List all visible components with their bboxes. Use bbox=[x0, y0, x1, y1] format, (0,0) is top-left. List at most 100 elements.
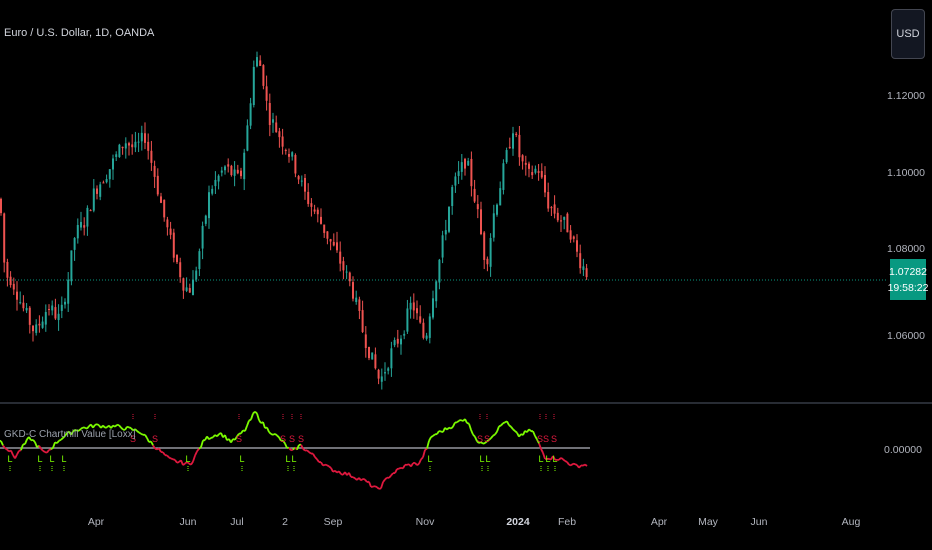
indicator-segment bbox=[92, 424, 96, 429]
candle-body bbox=[198, 251, 201, 270]
indicator-segment bbox=[146, 437, 150, 443]
candle-body bbox=[464, 158, 466, 169]
indicator-segment bbox=[354, 477, 358, 481]
indicator-segment bbox=[296, 444, 300, 450]
indicator-segment bbox=[272, 432, 276, 436]
indicator-segment bbox=[302, 448, 306, 452]
candle-body bbox=[361, 310, 364, 332]
candle-body bbox=[182, 278, 185, 291]
candle-body bbox=[6, 261, 9, 278]
indicator-segment bbox=[266, 427, 270, 433]
candle-body bbox=[99, 184, 102, 197]
candle-body bbox=[176, 255, 178, 263]
indicator-segment bbox=[6, 448, 10, 453]
candle-body bbox=[284, 149, 287, 152]
indicator-segment bbox=[58, 438, 62, 442]
indicator-segment bbox=[118, 424, 122, 429]
candle-body bbox=[540, 171, 543, 178]
candle-body bbox=[416, 308, 418, 314]
indicator-segment bbox=[428, 436, 432, 442]
candle-body bbox=[108, 169, 111, 180]
candle-body bbox=[371, 352, 374, 360]
indicator-segment bbox=[52, 442, 56, 449]
candle-body bbox=[556, 212, 559, 221]
indicator-segment bbox=[400, 466, 404, 470]
candle-body bbox=[307, 191, 310, 204]
candle-body bbox=[185, 287, 188, 291]
indicator-segment bbox=[162, 451, 166, 456]
candle-body bbox=[32, 325, 34, 332]
indicator-segment bbox=[250, 413, 254, 420]
candle-body bbox=[224, 166, 226, 171]
time-axis-label: Jun bbox=[179, 516, 197, 528]
indicator-segment bbox=[132, 428, 136, 432]
candle-body bbox=[240, 170, 242, 177]
candle-body bbox=[105, 179, 108, 183]
indicator-segment bbox=[450, 426, 454, 430]
candle-body bbox=[89, 210, 92, 212]
indicator-segment bbox=[528, 428, 532, 432]
candle-body bbox=[444, 230, 447, 235]
candle-body bbox=[144, 133, 146, 143]
indicator-segment bbox=[84, 426, 88, 430]
candle-body bbox=[425, 335, 428, 339]
indicator-segment bbox=[136, 430, 140, 434]
long-signal-label: L bbox=[61, 454, 66, 464]
short-signal-label: S bbox=[543, 434, 549, 444]
candle-body bbox=[384, 372, 386, 374]
indicator-segment bbox=[186, 461, 190, 465]
candle-body bbox=[233, 169, 236, 176]
candle-body bbox=[329, 239, 332, 242]
indicator-segment bbox=[110, 424, 114, 429]
indicator-segment bbox=[170, 457, 174, 461]
indicator-segment bbox=[578, 464, 582, 469]
candle-body bbox=[467, 160, 470, 166]
indicator-segment bbox=[378, 487, 382, 490]
candle-body bbox=[112, 158, 114, 170]
indicator-segment bbox=[274, 433, 278, 437]
indicator-segment bbox=[50, 447, 54, 450]
candle-body bbox=[297, 176, 300, 180]
indicator-segment bbox=[246, 420, 250, 427]
candle-body bbox=[524, 162, 527, 165]
long-signal-label: L bbox=[185, 454, 190, 464]
indicator-segment bbox=[542, 452, 546, 460]
candle-body bbox=[57, 313, 60, 321]
price-axis-label: 1.10000 bbox=[887, 167, 925, 179]
candle-body bbox=[412, 302, 415, 311]
indicator-segment bbox=[458, 419, 462, 422]
indicator-segment bbox=[208, 437, 212, 441]
indicator-segment bbox=[258, 419, 262, 424]
candle-body bbox=[537, 171, 540, 173]
indicator-segment bbox=[478, 441, 482, 444]
candle-body bbox=[12, 283, 15, 290]
candle-body bbox=[508, 146, 511, 149]
indicator-segment bbox=[174, 459, 178, 464]
indicator-segment bbox=[70, 431, 74, 436]
candle-body bbox=[380, 376, 383, 382]
indicator-segment bbox=[436, 430, 440, 435]
candle-body bbox=[220, 170, 223, 173]
short-signal-label: S bbox=[551, 434, 557, 444]
indicator-segment bbox=[278, 436, 282, 442]
candle-body bbox=[364, 334, 367, 348]
candle-body bbox=[476, 204, 479, 210]
currency-button[interactable]: USD bbox=[891, 9, 925, 59]
indicator-segment bbox=[510, 426, 514, 430]
indicator-segment bbox=[492, 433, 496, 437]
candle-body bbox=[131, 144, 134, 148]
candle-body bbox=[160, 196, 162, 203]
candle-body bbox=[281, 136, 284, 147]
indicator-title[interactable]: GKD-C Chartmill Value [Loxx] bbox=[4, 429, 136, 440]
candle-body bbox=[409, 302, 412, 310]
indicator-segment bbox=[0, 440, 4, 446]
indicator-segment bbox=[42, 450, 46, 453]
candle-body bbox=[25, 308, 28, 311]
candle-body bbox=[553, 204, 556, 214]
candle-body bbox=[246, 125, 249, 151]
symbol-title[interactable]: Euro / U.S. Dollar, 1D, OANDA bbox=[4, 27, 155, 39]
indicator-segment bbox=[308, 451, 312, 455]
candle-body bbox=[585, 268, 588, 278]
indicator-segment bbox=[232, 438, 236, 441]
